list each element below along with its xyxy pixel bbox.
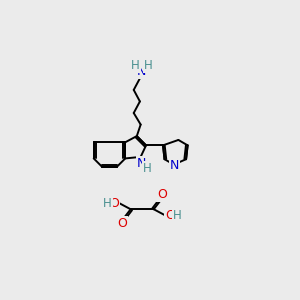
Text: H: H	[142, 162, 151, 175]
Text: O: O	[157, 188, 167, 201]
Text: N: N	[137, 65, 146, 78]
Text: O: O	[110, 196, 119, 210]
Text: H: H	[103, 196, 112, 210]
Text: N: N	[170, 159, 179, 172]
Text: H: H	[144, 59, 153, 72]
Text: O: O	[117, 218, 127, 230]
Text: O: O	[165, 209, 175, 222]
Text: N: N	[137, 157, 146, 169]
Text: H: H	[172, 209, 181, 222]
Text: H: H	[131, 59, 140, 72]
